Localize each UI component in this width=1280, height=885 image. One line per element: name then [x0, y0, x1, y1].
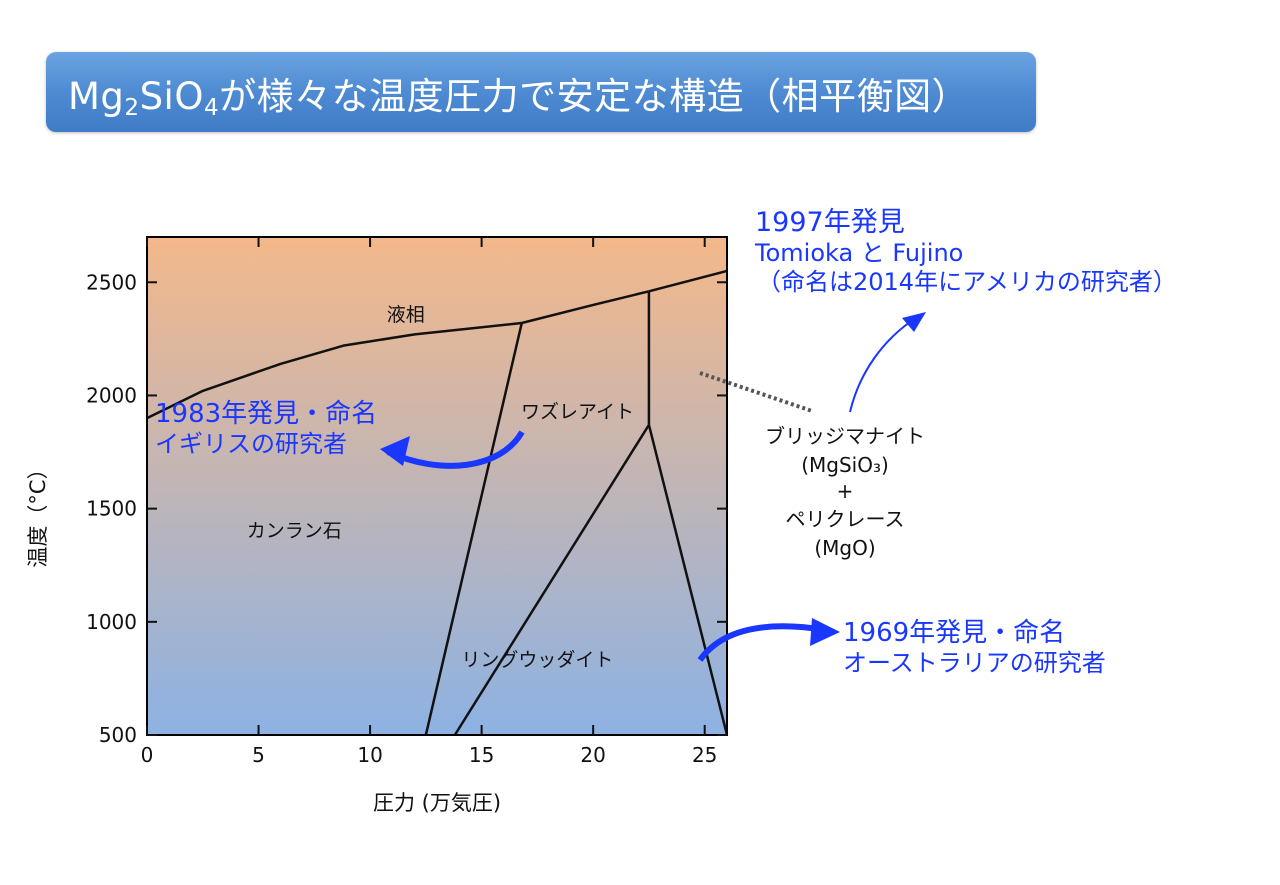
- annotation-1983: 1983年発見・命名 イギリスの研究者: [155, 399, 377, 459]
- x-tick-label: 0: [141, 743, 154, 767]
- phase-boundary-3: [424, 322, 523, 736]
- arrow-1997-head: [902, 312, 926, 332]
- arrow-1969-head: [810, 618, 840, 646]
- x-tick-label: 5: [252, 743, 265, 767]
- annotation-1997-line-3: （命名は2014年にアメリカの研究者）: [757, 268, 1177, 297]
- title-part-text: が様々な温度圧力で安定な構造（相平衡図）: [219, 75, 970, 118]
- arrow-1969: [697, 623, 826, 662]
- x-tick-label: 25: [692, 743, 717, 767]
- outside-label-line: ブリッジマナイト: [765, 424, 925, 448]
- region-label: ワズレアイト: [521, 401, 634, 423]
- x-tick-label: 15: [469, 743, 494, 767]
- dotted-leader-line: [699, 371, 813, 413]
- x-tick-label: 20: [580, 743, 605, 767]
- region-label: カンラン石: [247, 520, 342, 542]
- y-axis-label: 温度（°C）: [26, 458, 50, 567]
- phase-boundary-6: [647, 424, 729, 736]
- axis-ticks: 0 5 10 15 20 25 500 1000 1500 2000 2500: [86, 237, 727, 767]
- annotation-1997-line-2: Tomioka と Fujino: [755, 239, 964, 268]
- title-banner: Mg2SiO4が様々な温度圧力で安定な構造（相平衡図）: [46, 52, 1036, 132]
- phase-boundary-2: [648, 269, 728, 293]
- page-title: Mg2SiO4が様々な温度圧力で安定な構造（相平衡図）: [68, 66, 969, 121]
- outside-label-line: ペリクレース: [786, 507, 905, 531]
- region-label: リングウッダイト: [461, 649, 613, 671]
- y-tick-label: 500: [99, 723, 137, 747]
- y-tick-label: 2500: [86, 270, 137, 294]
- phase-boundaries: [146, 269, 729, 736]
- plot-background: [147, 237, 727, 735]
- y-tick-label: 1000: [86, 610, 137, 634]
- title-subscript-2: 2: [124, 95, 140, 121]
- phase-boundary-5: [453, 424, 650, 736]
- y-tick-label: 1500: [86, 497, 137, 521]
- title-part-sio: SiO: [139, 75, 204, 118]
- annotation-1969-line-2: オーストラリアの研究者: [843, 649, 1106, 678]
- arrow-1983-head: [380, 436, 410, 466]
- annotation-1983-line-1: 1983年発見・命名: [155, 399, 378, 429]
- annotation-1997-line-1: 1997年発見: [755, 207, 905, 238]
- x-tick-label: 10: [357, 743, 382, 767]
- region-label: 液相: [387, 304, 425, 326]
- annotation-1983-line-2: イギリスの研究者: [155, 430, 347, 459]
- phase-boundary-1: [521, 290, 650, 325]
- bridgmanite-periclase-label: ブリッジマナイト (MgSiO₃)+ ペリクレース (MgO): [765, 424, 925, 560]
- outside-label-line: (MgO): [814, 536, 875, 560]
- outside-label-line: (MgSiO₃): [801, 453, 889, 477]
- phase-boundary-0: [146, 321, 522, 420]
- title-subscript-4: 4: [203, 95, 220, 121]
- title-part-mg: Mg: [68, 75, 125, 118]
- x-axis-label: 圧力 (万気圧): [373, 791, 501, 815]
- annotation-1997: 1997年発見 Tomioka と Fujino （命名は2014年にアメリカの…: [755, 207, 1177, 297]
- y-tick-label: 2000: [86, 383, 137, 407]
- annotation-1969: 1969年発見・命名 オーストラリアの研究者: [843, 618, 1106, 678]
- arrow-1997: [849, 321, 911, 413]
- plot-frame: [146, 236, 728, 736]
- arrow-1983: [386, 430, 525, 469]
- annotation-1969-line-1: 1969年発見・命名: [843, 618, 1066, 648]
- outside-label-line: +: [837, 479, 854, 503]
